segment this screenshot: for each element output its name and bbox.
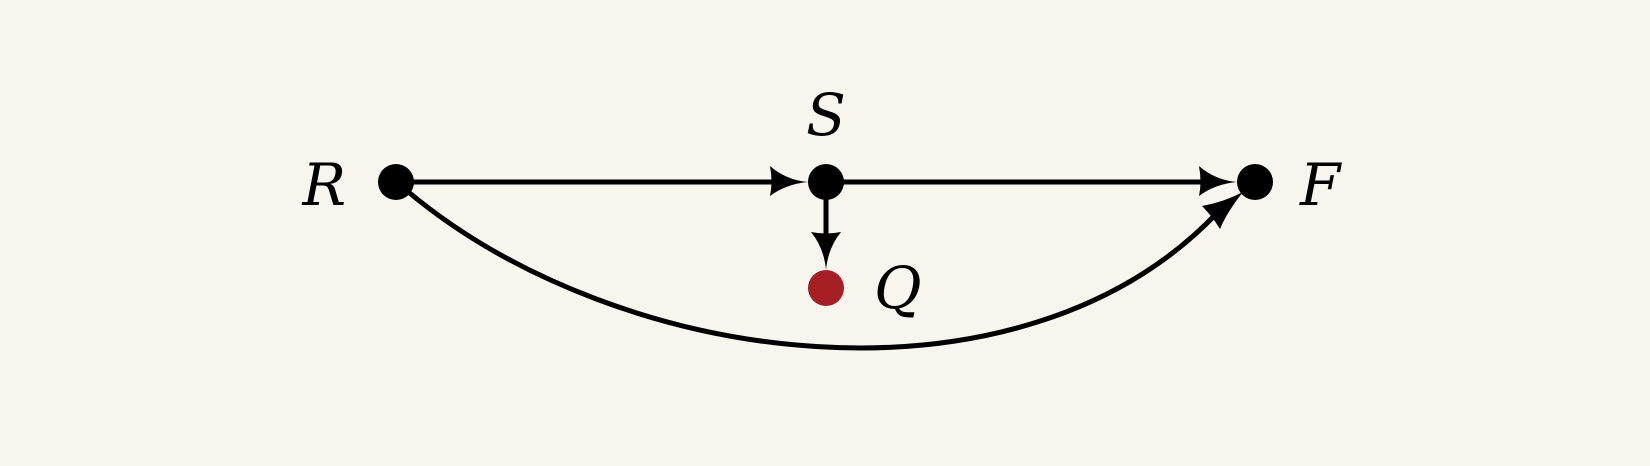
node-q-label: Q — [874, 254, 922, 322]
edge-s-to-q-arrowhead — [811, 232, 841, 270]
node-f — [1237, 164, 1273, 200]
labels-layer: R S F Q — [301, 81, 1342, 322]
node-r-label: R — [301, 151, 346, 219]
edges-layer — [396, 166, 1243, 351]
nodes-layer — [378, 164, 1273, 306]
node-r — [378, 164, 414, 200]
edge-r-to-f — [404, 188, 1219, 351]
node-f-label: F — [1299, 151, 1342, 219]
edge-s-to-f-arrowhead — [1199, 166, 1237, 196]
node-q — [808, 270, 844, 306]
node-s-label: S — [806, 81, 846, 149]
edge-r-to-f-arrowhead — [1202, 192, 1243, 229]
node-s — [808, 164, 844, 200]
edge-r-to-s-arrowhead — [770, 166, 808, 196]
